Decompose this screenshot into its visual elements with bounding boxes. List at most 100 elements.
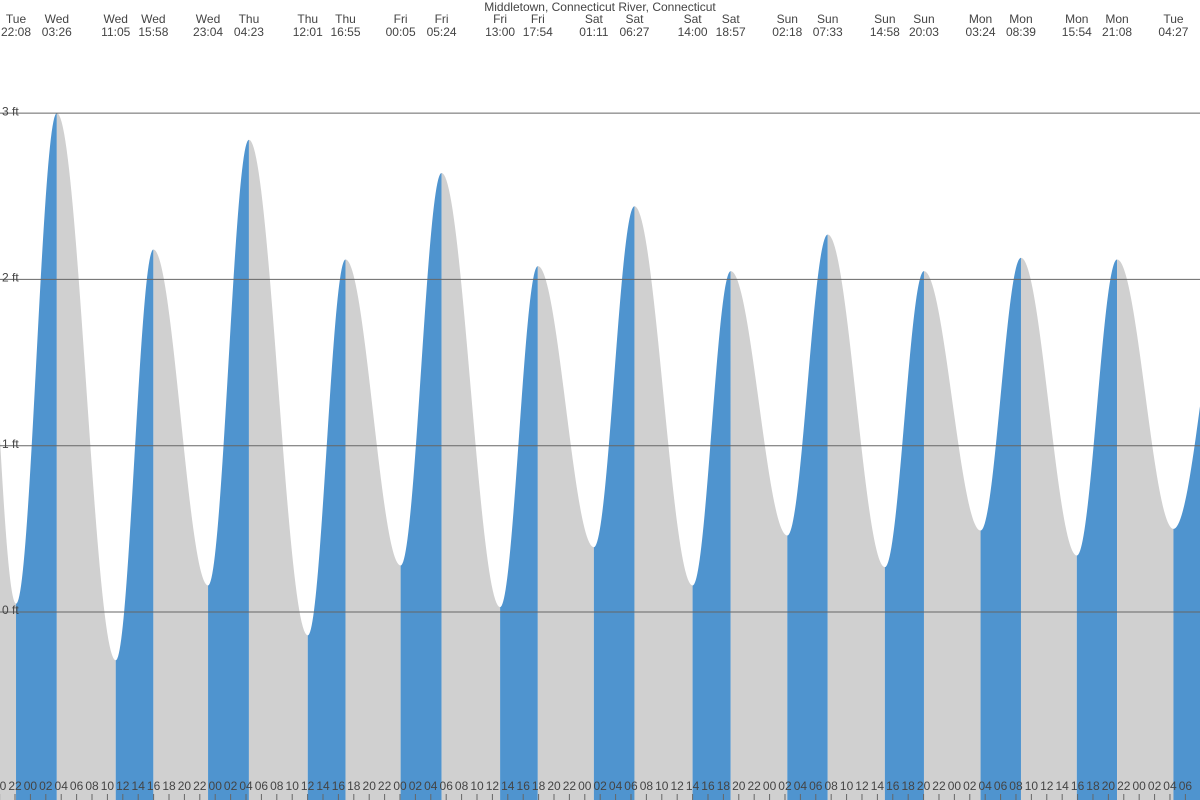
x-tick-label: 02 (594, 779, 608, 793)
tide-segment (884, 271, 924, 800)
event-day: Sun (817, 12, 838, 26)
event-time: 11:05 (101, 25, 130, 39)
x-tick-label: 12 (486, 779, 500, 793)
event-day: Mon (1065, 12, 1088, 26)
event-time: 00:05 (386, 25, 416, 39)
x-tick-label: 16 (1071, 779, 1085, 793)
x-tick-label: 18 (902, 779, 916, 793)
event-time: 18:57 (716, 25, 746, 39)
x-tick-label: 02 (963, 779, 977, 793)
event-time: 01:11 (579, 25, 608, 39)
x-tick-label: 10 (286, 779, 300, 793)
event-time: 07:33 (813, 25, 843, 39)
tide-segment (307, 259, 346, 800)
tide-segment (537, 266, 594, 800)
x-tick-label: 04 (1163, 779, 1177, 793)
x-tick-label: 04 (609, 779, 623, 793)
tide-segment (400, 172, 442, 800)
x-tick-label: 10 (101, 779, 115, 793)
x-tick-label: 12 (301, 779, 315, 793)
x-tick-label: 06 (1179, 779, 1193, 793)
event-day: Sun (874, 12, 895, 26)
x-tick-label: 20 (363, 779, 377, 793)
x-tick-label: 16 (332, 779, 346, 793)
x-tick-label: 22 (932, 779, 946, 793)
y-tick-label: 2 ft (2, 271, 19, 285)
y-tick-label: 0 ft (2, 603, 19, 617)
tide-segment (730, 271, 788, 800)
x-tick-label: 16 (886, 779, 900, 793)
tide-segment (634, 206, 693, 800)
event-day: Thu (297, 12, 318, 26)
x-tick-label: 06 (809, 779, 823, 793)
event-time: 14:58 (870, 25, 900, 39)
tide-segment (827, 234, 885, 800)
tide-segment (345, 259, 401, 800)
x-tick-label: 18 (347, 779, 361, 793)
event-time: 03:26 (42, 25, 72, 39)
x-tick-label: 22 (378, 779, 392, 793)
x-tick-label: 18 (532, 779, 546, 793)
event-time: 15:58 (138, 25, 168, 39)
tide-segment (1020, 257, 1077, 800)
tide-segment (441, 172, 501, 800)
event-day: Fri (493, 12, 507, 26)
tide-segment (16, 113, 57, 800)
tide-segment (692, 271, 731, 800)
x-tick-label: 18 (1086, 779, 1100, 793)
x-tick-label: 06 (70, 779, 84, 793)
event-day: Sun (777, 12, 798, 26)
event-day: Sun (913, 12, 934, 26)
tide-segment (0, 439, 17, 800)
event-time: 15:54 (1062, 25, 1092, 39)
x-tick-label: 04 (239, 779, 253, 793)
x-tick-label: 20 (917, 779, 931, 793)
event-day: Sat (684, 12, 703, 26)
event-time: 08:39 (1006, 25, 1036, 39)
event-day: Sat (722, 12, 741, 26)
x-tick-label: 22 (748, 779, 762, 793)
x-tick-label: 02 (1148, 779, 1162, 793)
event-day: Fri (435, 12, 449, 26)
tide-segment (153, 249, 209, 800)
tide-segment (787, 234, 828, 800)
x-tick-label: 08 (640, 779, 654, 793)
x-tick-label: 04 (978, 779, 992, 793)
event-time: 14:00 (678, 25, 708, 39)
event-time: 23:04 (193, 25, 223, 39)
event-time: 17:54 (523, 25, 553, 39)
x-tick-label: 04 (55, 779, 69, 793)
x-tick-label: 00 (393, 779, 407, 793)
event-day: Tue (1163, 12, 1184, 26)
event-day: Fri (394, 12, 408, 26)
x-tick-label: 12 (855, 779, 869, 793)
x-tick-label: 08 (270, 779, 284, 793)
x-tick-label: 02 (409, 779, 423, 793)
x-tick-label: 22 (8, 779, 22, 793)
x-tick-label: 20 (547, 779, 561, 793)
x-tick-label: 04 (424, 779, 438, 793)
event-time: 06:27 (619, 25, 649, 39)
event-time: 05:24 (427, 25, 457, 39)
x-tick-label: 10 (1025, 779, 1039, 793)
x-tick-label: 00 (24, 779, 38, 793)
event-day: Mon (1105, 12, 1128, 26)
x-tick-label: 10 (470, 779, 484, 793)
event-day: Mon (969, 12, 992, 26)
event-time: 20:03 (909, 25, 939, 39)
x-tick-label: 14 (871, 779, 885, 793)
tide-segment (248, 139, 308, 800)
tide-segment (593, 206, 635, 800)
x-tick-label: 12 (1040, 779, 1054, 793)
event-time: 21:08 (1102, 25, 1132, 39)
x-tick-label: 00 (948, 779, 962, 793)
event-day: Wed (196, 12, 220, 26)
event-day: Wed (45, 12, 69, 26)
tide-segment (923, 271, 981, 800)
tide-segment (56, 113, 116, 800)
tide-segment (500, 266, 538, 800)
x-tick-label: 08 (825, 779, 839, 793)
x-tick-label: 20 (732, 779, 746, 793)
x-tick-label: 06 (440, 779, 454, 793)
